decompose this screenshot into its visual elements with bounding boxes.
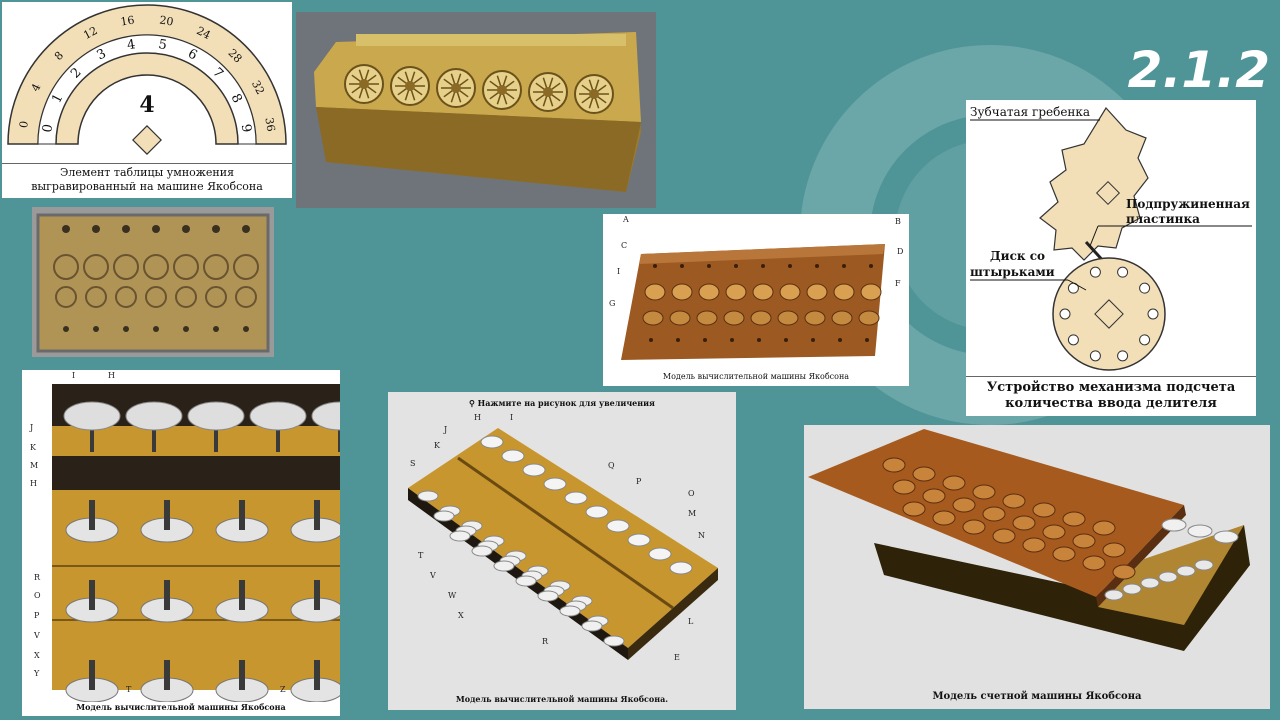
pin-disk bbox=[1052, 257, 1166, 371]
diamond-marker bbox=[132, 125, 162, 155]
interior-label: P bbox=[34, 611, 40, 620]
open-model-label: Q bbox=[608, 461, 615, 470]
model-top-labels: A B C D I F G bbox=[609, 215, 903, 308]
table-digit: 4 bbox=[126, 37, 137, 53]
table-digit: 20 bbox=[159, 14, 175, 29]
counting-cut-outs bbox=[882, 457, 1136, 580]
interior-label: T bbox=[126, 685, 132, 694]
interior-gears bbox=[63, 401, 340, 703]
model-top-label: B bbox=[895, 217, 901, 226]
disk-label-2: штырьками bbox=[970, 265, 1055, 279]
model-top-panel: A B C D I F G Модель вычислительной машины Яко… bbox=[603, 214, 909, 386]
open-model-label: R bbox=[542, 637, 549, 646]
interior-label: H bbox=[30, 479, 37, 488]
center-digit: 4 bbox=[139, 92, 154, 118]
enlarge-hint[interactable]: ⚲ Нажмите на рисунок для увеличения bbox=[469, 398, 655, 408]
model-top-label: A bbox=[622, 215, 629, 224]
brass-dials bbox=[344, 64, 614, 114]
table-digit: 24 bbox=[194, 24, 212, 42]
open-model-label: T bbox=[418, 551, 424, 560]
interior-label: Z bbox=[280, 685, 286, 694]
open-model-label: L bbox=[688, 617, 694, 626]
rack-label: Зубчатая гребенка bbox=[970, 105, 1090, 119]
open-model-label: J bbox=[443, 425, 447, 434]
interior-label: J bbox=[29, 423, 33, 432]
open-model-label: K bbox=[434, 441, 441, 450]
interior-label: V bbox=[33, 631, 40, 640]
brass-machine-photo bbox=[296, 12, 656, 208]
open-model-label: E bbox=[674, 653, 680, 662]
interior-label: M bbox=[30, 461, 38, 470]
open-model-label: V bbox=[429, 571, 436, 580]
open-model-labels: H I JK S Q P O M N T V W X R L E bbox=[410, 413, 705, 662]
interior-label: R bbox=[34, 573, 41, 582]
counting-dials bbox=[1104, 518, 1239, 601]
table-digit: 5 bbox=[157, 37, 168, 53]
engraved-plate-photo bbox=[32, 207, 274, 357]
interior-label: H bbox=[108, 371, 115, 380]
interior-label: Y bbox=[33, 669, 40, 678]
pin-icon: ⚲ bbox=[469, 398, 478, 408]
slide-number: 2.1.2 bbox=[1127, 41, 1270, 99]
open-model-label: I bbox=[510, 413, 513, 422]
open-model-label: P bbox=[636, 477, 642, 486]
model-top-label: G bbox=[609, 299, 615, 308]
interior-label: O bbox=[34, 591, 41, 600]
mechanism-panel: Зубчатая гребенка Подпружиненная пластин… bbox=[966, 100, 1256, 416]
model-counting-panel: Модель счетной машины Якобсона bbox=[804, 425, 1270, 709]
table-digit: 12 bbox=[81, 24, 99, 42]
model-top-label: F bbox=[895, 279, 901, 288]
open-model-label: H bbox=[474, 413, 481, 422]
mechanism-diagram: Зубчатая гребенка Подпружиненная пластин… bbox=[970, 105, 1252, 371]
table-digit: 0 bbox=[40, 123, 56, 134]
model-top-label: D bbox=[897, 247, 903, 256]
plate-label-1: Подпружиненная bbox=[1126, 197, 1250, 211]
open-model-label: N bbox=[698, 531, 705, 540]
open-model-label: M bbox=[688, 509, 696, 518]
table-digit: 36 bbox=[262, 117, 277, 133]
model-top-label: I bbox=[617, 267, 620, 276]
table-digit: 9 bbox=[238, 123, 254, 134]
open-model-label: O bbox=[688, 489, 695, 498]
disk-label-1: Диск со bbox=[990, 249, 1045, 263]
table-digit: 16 bbox=[120, 14, 136, 29]
multiplication-table-caption: Элемент таблицы умножения выгравированны… bbox=[31, 166, 263, 193]
interior-label: X bbox=[34, 651, 40, 660]
table-digit: 32 bbox=[249, 78, 267, 96]
model-interior-caption: Модель вычислительной машины Якобсона bbox=[76, 702, 286, 712]
model-top-label: C bbox=[621, 241, 627, 250]
model-open-caption: Модель вычислительной машины Якобсона. bbox=[455, 694, 669, 704]
interior-label: I bbox=[72, 371, 75, 380]
open-model-label: S bbox=[410, 459, 415, 468]
toothed-rack bbox=[1039, 107, 1149, 261]
model-top-caption: Модель вычислительной машины Якобсона bbox=[662, 372, 850, 381]
interior-label: K bbox=[30, 443, 37, 452]
open-model-label: W bbox=[448, 591, 457, 600]
model-cut-outs bbox=[642, 264, 882, 342]
table-digit: 0 bbox=[17, 120, 31, 129]
model-counting-caption: Модель счетной машины Якобсона bbox=[932, 691, 1142, 702]
engraved-pattern bbox=[53, 225, 259, 332]
open-model-dials bbox=[417, 435, 693, 647]
plate-label-2: пластинка bbox=[1126, 212, 1200, 226]
open-model-label: X bbox=[458, 611, 464, 620]
mechanism-caption: Устройство механизма подсчета количества… bbox=[986, 380, 1236, 411]
